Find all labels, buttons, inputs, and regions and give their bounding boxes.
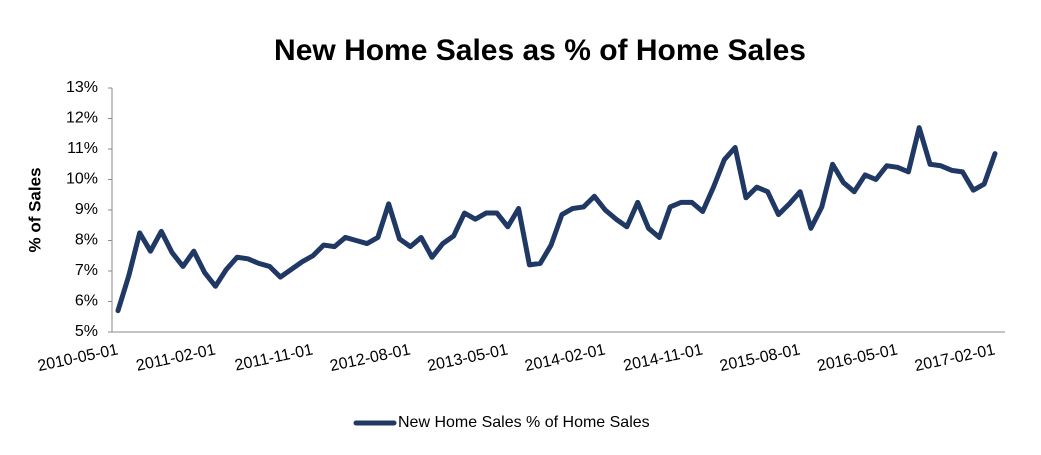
y-axis-label: % of Sales bbox=[25, 167, 44, 252]
chart-title: New Home Sales as % of Home Sales bbox=[274, 34, 806, 67]
x-tick-label: 2017-02-01 bbox=[913, 341, 997, 375]
x-tick-label: 2014-11-01 bbox=[622, 341, 705, 374]
x-tick-label: 2015-08-01 bbox=[718, 341, 802, 375]
y-tick-label: 9% bbox=[75, 201, 98, 218]
y-tick-label: 7% bbox=[75, 262, 98, 279]
y-tick-label: 6% bbox=[75, 293, 98, 310]
legend-label: New Home Sales % of Home Sales bbox=[398, 414, 650, 431]
x-tick-label: 2011-11-01 bbox=[233, 341, 314, 374]
x-tick-label: 2010-05-01 bbox=[36, 341, 120, 375]
y-tick-label: 5% bbox=[75, 323, 98, 340]
y-tick-label: 10% bbox=[66, 171, 98, 188]
x-tick-label: 2016-05-01 bbox=[816, 341, 900, 375]
x-tick-label: 2014-02-01 bbox=[523, 341, 607, 375]
data-line bbox=[115, 125, 998, 314]
y-tick-label: 11% bbox=[67, 140, 98, 157]
y-tick-label: 12% bbox=[66, 110, 98, 127]
x-tick-label: 2011-02-01 bbox=[135, 341, 218, 374]
y-tick-label: 13% bbox=[66, 79, 98, 96]
x-tick-label: 2012-08-01 bbox=[328, 341, 412, 375]
x-tick-label: 2013-05-01 bbox=[426, 341, 510, 375]
y-tick-label: 8% bbox=[75, 232, 98, 249]
